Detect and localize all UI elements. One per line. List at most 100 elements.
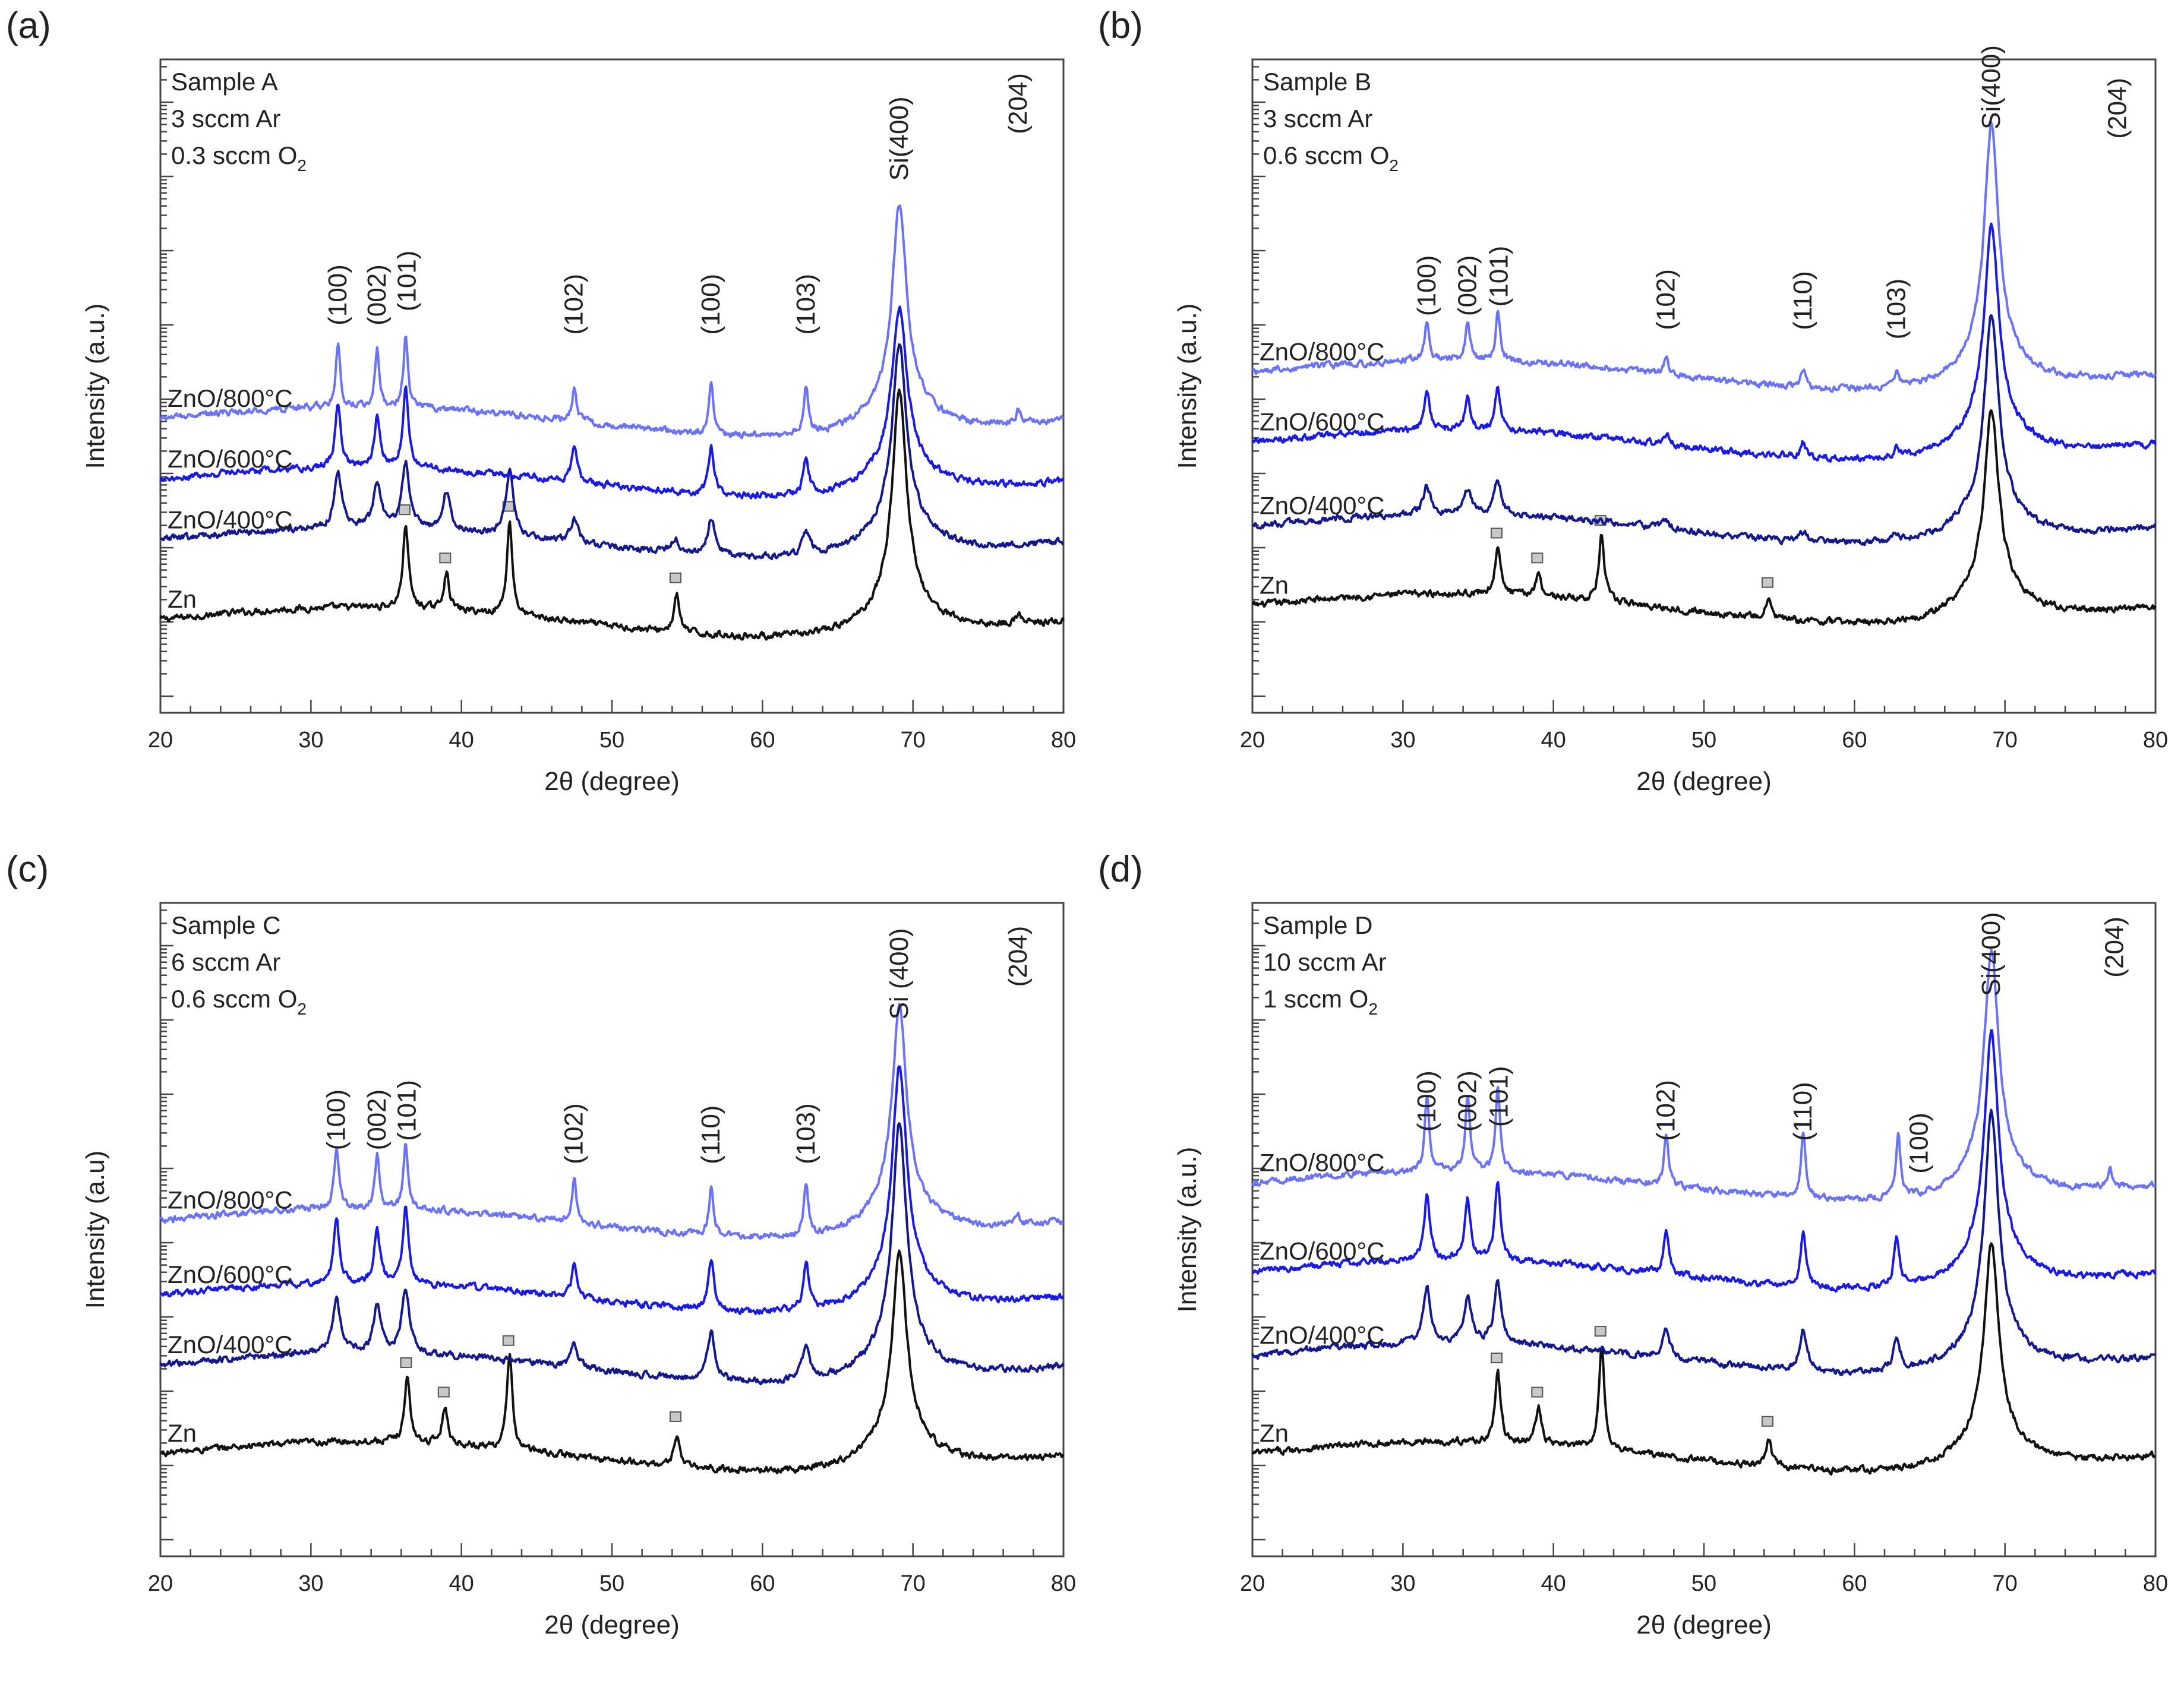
zn-phase-marker (439, 552, 452, 564)
x-tick-label: 30 (1390, 1571, 1415, 1596)
x-tick-label: 50 (599, 1571, 624, 1596)
peak-annotation: (100) (1412, 1070, 1441, 1132)
panel-c: (c) 20 30 40 50 60 70 80 2θ (degree) Intensity (… (0, 844, 1092, 1687)
series-label: ZnO/800°C (1260, 337, 1385, 365)
x-tick-label: 70 (901, 1571, 926, 1596)
peak-annotation: (204) (1003, 73, 1033, 134)
panel-label: (a) (6, 5, 51, 46)
zn-phase-marker (669, 572, 681, 583)
x-tick-label: 20 (148, 1571, 173, 1596)
x-tick-label: 40 (1541, 728, 1566, 753)
series-line (160, 1249, 1065, 1474)
peak-annotation: (100) (696, 274, 725, 335)
series-line (159, 1003, 1064, 1240)
peak-annotation: (103) (791, 274, 820, 335)
zn-phase-marker (1761, 1416, 1773, 1427)
series-line (1251, 949, 2156, 1202)
x-tick-label: 30 (298, 728, 323, 753)
zn-phase-marker (400, 1357, 412, 1368)
x-tick-label: 70 (1993, 1571, 2018, 1596)
peak-annotation: (002) (362, 1089, 392, 1151)
peak-annotation: (002) (1453, 255, 1482, 316)
peak-annotation: (204) (1003, 926, 1033, 987)
subscript-2: 2 (1368, 1000, 1378, 1018)
sample-ar-flow: 3 sccm Ar (1263, 105, 1372, 132)
series-line (159, 204, 1065, 440)
xrd-chart: 20 30 40 50 60 70 80 2θ (degree) Intensity (a.u.… (81, 58, 1076, 796)
subscript-2: 2 (1389, 156, 1399, 175)
x-axis-title: 2θ (degree) (544, 767, 679, 796)
subscript-2: 2 (297, 156, 307, 175)
x-tick-label: 50 (599, 728, 624, 753)
series-label: ZnO/400°C (168, 1331, 293, 1359)
series-line (1251, 222, 2157, 463)
x-axis-title: 2θ (degree) (1636, 1610, 1771, 1639)
x-tick-label: 80 (2143, 1571, 2168, 1596)
zn-phase-marker (1531, 552, 1544, 564)
peak-annotation: (100) (1904, 1113, 1933, 1174)
peak-annotation: (100) (321, 1089, 351, 1151)
xrd-chart: 20 30 40 50 60 70 80 2θ (degree) Intensity (a.u.… (1173, 902, 2168, 1639)
panel-label: (d) (1098, 849, 1143, 890)
peak-annotation: (102) (560, 1103, 589, 1164)
x-tick-label: 60 (750, 1571, 775, 1596)
sample-name: Sample A (171, 68, 278, 96)
series-line (159, 1122, 1065, 1386)
x-tick-label: 80 (1051, 1571, 1076, 1596)
peak-annotation: (103) (791, 1103, 820, 1164)
series-line (160, 343, 1064, 561)
series-label: ZnO/600°C (168, 445, 293, 473)
peak-annotation: (102) (1652, 1080, 1681, 1141)
xrd-chart: 20 30 40 50 60 70 80 2θ (degree) Intensity (a.u)… (81, 902, 1076, 1639)
peak-annotation: (101) (1484, 1066, 1513, 1127)
series-label: ZnO/600°C (168, 1260, 293, 1288)
peak-annotation: Si (400) (885, 928, 914, 1019)
x-tick-label: 50 (1691, 1571, 1716, 1596)
sample-name: Sample C (171, 911, 280, 939)
series-label: Zn (1260, 571, 1289, 599)
series-label: ZnO/400°C (1260, 492, 1385, 520)
y-axis-title: Intensity (a.u) (81, 1151, 110, 1309)
series-label: ZnO/800°C (168, 384, 293, 412)
x-tick-label: 80 (1051, 728, 1076, 753)
sample-o2-flow: 0.3 sccm O2 (171, 141, 307, 175)
peak-annotation: (100) (323, 264, 352, 326)
peak-annotation: Si(400) (1977, 45, 2006, 129)
panel-a: (a) 20 30 40 50 60 70 80 2θ (degree) Intensity (… (0, 0, 1092, 844)
sample-o2-flow: 0.6 sccm O2 (1263, 141, 1399, 175)
x-tick-label: 20 (148, 728, 173, 753)
x-tick-label: 20 (1240, 728, 1265, 753)
sample-ar-flow: 10 sccm Ar (1263, 948, 1387, 976)
x-tick-label: 70 (1993, 728, 2018, 753)
x-tick-label: 30 (298, 1571, 323, 1596)
series-line (1251, 1108, 2157, 1376)
series-label: ZnO/800°C (168, 1186, 293, 1214)
sample-name: Sample B (1263, 68, 1371, 96)
xrd-chart: 20 30 40 50 60 70 80 2θ (degree) Intensity (a.u.… (1173, 45, 2168, 796)
sample-name: Sample D (1263, 911, 1372, 939)
x-tick-label: 30 (1390, 728, 1415, 753)
series-label: Zn (168, 585, 197, 613)
panel-b: (b) 20 30 40 50 60 70 80 2θ (degree) Intensity (… (1092, 0, 2184, 844)
zn-phase-marker (1594, 1326, 1607, 1337)
sample-o2-flow: 0.6 sccm O2 (171, 985, 307, 1018)
series-label: ZnO/600°C (1260, 1237, 1385, 1265)
x-tick-label: 80 (2143, 728, 2168, 753)
peak-annotation: (100) (1412, 255, 1441, 316)
series-label: Zn (168, 1419, 197, 1447)
y-axis-title: Intensity (a.u.) (81, 304, 110, 469)
zn-phase-marker (1490, 1353, 1503, 1364)
peak-annotation: (101) (392, 251, 421, 312)
peak-annotation: (110) (1788, 1082, 1817, 1141)
zn-phase-marker (669, 1411, 681, 1422)
x-tick-label: 60 (1842, 728, 1867, 753)
series-label: ZnO/400°C (1260, 1321, 1385, 1349)
peak-annotation: (103) (1882, 279, 1911, 340)
peak-annotation: (102) (560, 274, 589, 335)
x-tick-label: 60 (1842, 1571, 1867, 1596)
series-line (159, 388, 1065, 641)
peak-annotation: (110) (1788, 271, 1817, 330)
series-label: Zn (1260, 1419, 1289, 1447)
zn-phase-marker (398, 504, 411, 516)
peak-annotation: (204) (2103, 78, 2132, 139)
